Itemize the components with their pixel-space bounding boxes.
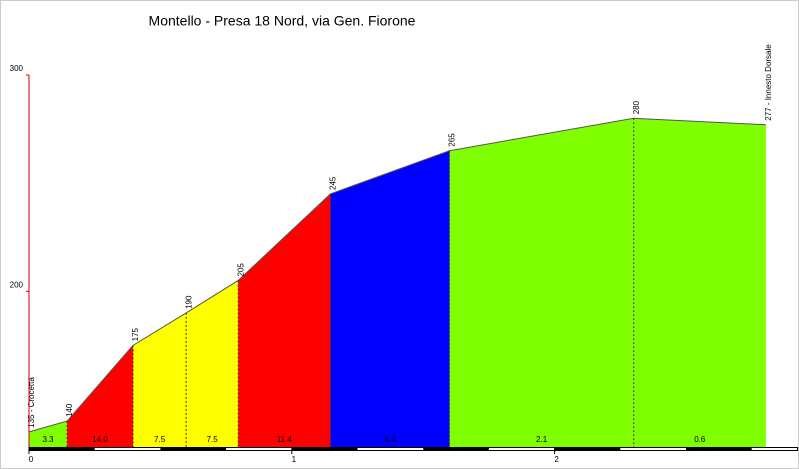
km-bar-gap (226, 448, 292, 450)
x-tick-label: 0 (29, 455, 34, 464)
y-tick-label: 300 (10, 64, 24, 73)
segment (330, 150, 450, 447)
segment-label: 14.0 (92, 435, 108, 444)
segment-label: 0.6 (694, 435, 706, 444)
chart-title: Montello - Presa 18 Nord, via Gen. Fioro… (149, 13, 416, 29)
km-bar-gap (94, 448, 161, 450)
segment-label: 7.5 (154, 435, 166, 444)
point-label: 265 (448, 133, 457, 147)
segment (133, 312, 187, 447)
km-bar-gap (620, 448, 686, 450)
x-tick-label: 1 (292, 455, 297, 464)
point-label: 205 (236, 263, 245, 277)
y-tick-label: 200 (10, 280, 24, 289)
segment (633, 118, 766, 448)
segment-label: 7.5 (207, 435, 219, 444)
segment (238, 193, 331, 447)
point-label: 245 (329, 176, 338, 190)
point-label: 175 (131, 327, 140, 341)
km-bar-gap (751, 448, 797, 450)
segment-label: 3.3 (42, 435, 54, 444)
segment (67, 345, 134, 447)
x-tick-label: 2 (554, 455, 559, 464)
segment (449, 118, 634, 448)
point-label: 277 - Innesto Dorsale (764, 44, 773, 121)
segment-label: 4.4 (384, 435, 396, 444)
point-label: 190 (184, 295, 193, 309)
km-bar-gap (488, 448, 555, 450)
km-bar-gap (357, 448, 424, 450)
segment (29, 421, 68, 447)
point-label: 135 - Crocetta (27, 377, 36, 428)
point-label: 140 (65, 403, 74, 417)
segment-label: 2.1 (536, 435, 548, 444)
point-label: 280 (632, 100, 641, 114)
segment-label: 11.4 (277, 435, 293, 444)
segment (186, 280, 239, 447)
